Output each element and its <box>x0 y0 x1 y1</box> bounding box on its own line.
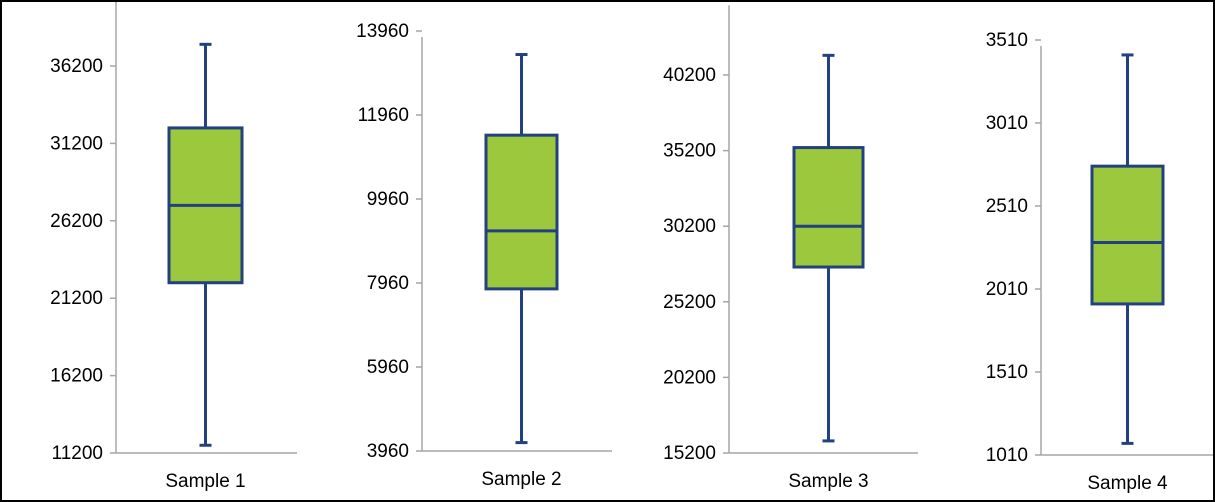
y-tick-label: 3960 <box>367 441 409 462</box>
y-tick-label: 11960 <box>358 105 409 126</box>
y-tick-label: 36200 <box>50 56 103 77</box>
y-tick-label: 9960 <box>367 189 409 210</box>
y-tick-label: 40200 <box>663 65 716 86</box>
y-tick-label: 30200 <box>663 216 716 237</box>
x-category-label: Sample 4 <box>1087 473 1168 494</box>
x-category-label: Sample 3 <box>788 471 868 492</box>
y-tick-label: 13960 <box>356 21 409 42</box>
x-category-label: Sample 2 <box>481 469 561 490</box>
interquartile-box <box>484 133 559 291</box>
y-tick-label: 1010 <box>986 445 1028 466</box>
y-tick-label: 16200 <box>50 366 103 387</box>
y-tick-label: 35200 <box>663 141 716 162</box>
y-tick-label: 2510 <box>986 196 1028 217</box>
y-tick-label: 20200 <box>663 367 716 388</box>
chart-panel-4: 1010 1510 2010 2510 3010 3510 Sample 4 <box>986 30 1213 494</box>
y-tick-label: 1510 <box>986 362 1028 383</box>
chart-panel-2: 3960 5960 7960 9960 11960 13960 Sample 2 <box>356 21 612 490</box>
y-tick-label: 3510 <box>986 30 1028 51</box>
y-tick-label: 31200 <box>50 133 103 154</box>
y-tick-label: 5960 <box>367 357 409 378</box>
y-tick-label: 21200 <box>50 288 103 309</box>
y-tick-label: 11200 <box>52 443 103 464</box>
interquartile-box <box>792 146 865 269</box>
y-tick-label: 7960 <box>367 273 409 294</box>
interquartile-box <box>1090 164 1165 306</box>
y-tick-label: 2010 <box>986 279 1028 300</box>
y-tick-label: 25200 <box>663 292 716 313</box>
chart-panel-1: 11200 16200 21200 26200 31200 36200 Sample 1 <box>50 2 297 492</box>
y-tick-label: 15200 <box>663 443 716 464</box>
x-category-label: Sample 1 <box>165 471 245 492</box>
y-tick-label: 3010 <box>986 113 1028 134</box>
y-tick-label: 26200 <box>50 211 103 232</box>
chart-panel-3: 15200 20200 25200 30200 35200 40200 Sample 3 <box>663 5 918 492</box>
